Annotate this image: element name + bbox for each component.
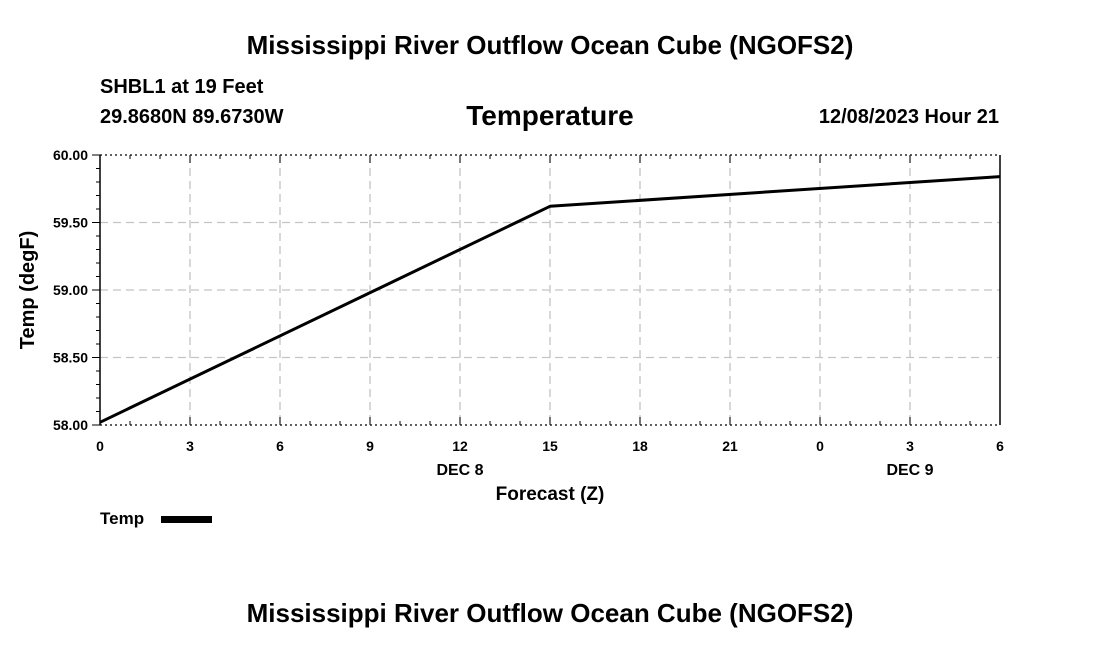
- page-title: Mississippi River Outflow Ocean Cube (NG…: [246, 30, 854, 60]
- date-label: DEC 9: [886, 462, 933, 479]
- y-axis-label: Temp (degF): [17, 231, 39, 350]
- y-tick-label: 58.50: [53, 350, 88, 366]
- x-tick-label: 3: [906, 438, 914, 454]
- y-tick-label: 58.00: [53, 417, 88, 433]
- legend-label: Temp: [100, 509, 145, 528]
- datetime-label: 12/08/2023 Hour 21: [818, 106, 999, 128]
- x-tick-label: 15: [542, 438, 558, 454]
- x-tick-label: 0: [96, 438, 104, 454]
- legend-swatch: [161, 516, 212, 523]
- y-tick-label: 59.50: [53, 215, 88, 231]
- date-label: DEC 8: [436, 462, 483, 479]
- series-line-temp: [99, 175, 1001, 424]
- station-label: SHBL1 at 19 Feet: [100, 76, 264, 98]
- footer-title: Mississippi River Outflow Ocean Cube (NG…: [246, 598, 854, 628]
- x-tick-label: 0: [816, 438, 824, 454]
- x-tick-label: 6: [996, 438, 1004, 454]
- y-tick-label: 60.00: [53, 147, 88, 163]
- x-tick-label: 9: [366, 438, 374, 454]
- x-axis-label: Forecast (Z): [496, 484, 605, 505]
- coordinates-label: 29.8680N 89.6730W: [100, 106, 284, 128]
- x-tick-label: 18: [632, 438, 648, 454]
- chart-subtitle: Temperature: [466, 100, 634, 131]
- x-tick-label: 12: [452, 438, 468, 454]
- x-tick-label: 3: [186, 438, 194, 454]
- y-tick-label: 59.00: [53, 282, 88, 298]
- x-tick-label: 21: [722, 438, 738, 454]
- x-tick-label: 6: [276, 438, 284, 454]
